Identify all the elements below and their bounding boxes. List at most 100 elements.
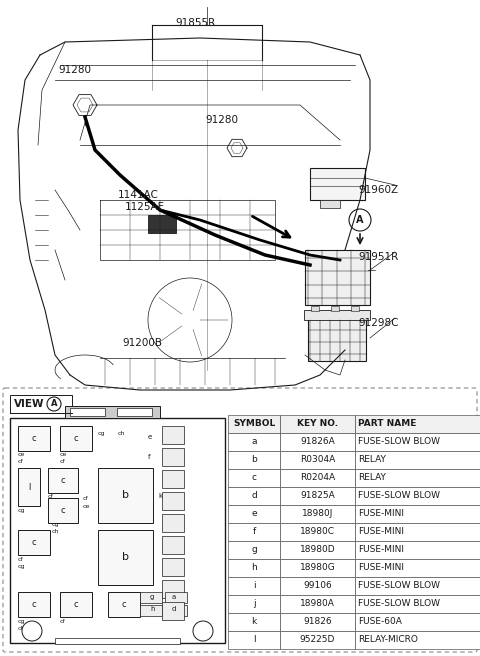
Bar — [228, 451, 280, 469]
Text: c: c — [32, 600, 36, 609]
Text: FUSE-SLOW BLOW: FUSE-SLOW BLOW — [358, 581, 440, 590]
Text: e: e — [251, 510, 257, 518]
Text: FUSE-SLOW BLOW: FUSE-SLOW BLOW — [358, 600, 440, 609]
Text: cf: cf — [60, 619, 66, 624]
Text: j: j — [252, 600, 255, 609]
Bar — [162, 448, 184, 466]
Bar — [280, 505, 355, 523]
Bar — [108, 592, 140, 617]
Bar — [355, 487, 480, 505]
Bar — [60, 592, 92, 617]
Bar — [162, 470, 184, 488]
Text: PART NAME: PART NAME — [358, 419, 416, 428]
Bar — [311, 306, 319, 311]
Bar — [18, 426, 50, 451]
Bar — [162, 558, 184, 576]
Text: g: g — [150, 594, 155, 600]
Bar — [228, 505, 280, 523]
Bar — [18, 592, 50, 617]
Bar — [228, 541, 280, 559]
Bar — [228, 469, 280, 487]
Text: FUSE-MINI: FUSE-MINI — [358, 510, 404, 518]
Bar — [48, 468, 78, 493]
Text: 95225D: 95225D — [300, 636, 335, 644]
Bar — [355, 451, 480, 469]
Text: l: l — [28, 483, 30, 491]
Text: 18980D: 18980D — [300, 546, 336, 554]
Text: KEY NO.: KEY NO. — [297, 419, 338, 428]
Text: cg: cg — [98, 431, 106, 436]
Text: e: e — [148, 434, 152, 440]
Bar — [355, 613, 480, 631]
Text: c: c — [122, 600, 126, 609]
Text: c: c — [32, 434, 36, 443]
Bar — [228, 595, 280, 613]
Text: RELAY: RELAY — [358, 474, 386, 483]
Text: l: l — [252, 636, 255, 644]
Text: 91298C: 91298C — [358, 318, 398, 328]
Bar — [280, 631, 355, 649]
Bar — [98, 530, 153, 585]
Bar — [355, 469, 480, 487]
Text: 91825A: 91825A — [300, 491, 335, 501]
Bar — [228, 631, 280, 649]
Text: 91826: 91826 — [303, 617, 332, 626]
Text: b: b — [122, 552, 129, 562]
Bar — [117, 408, 152, 416]
Text: c: c — [74, 434, 78, 443]
Text: 99106: 99106 — [303, 581, 332, 590]
Bar — [280, 577, 355, 595]
Bar — [280, 613, 355, 631]
Bar — [280, 559, 355, 577]
Bar — [331, 306, 339, 311]
Text: k: k — [158, 493, 162, 499]
Bar — [280, 415, 355, 433]
Text: ch: ch — [52, 529, 60, 534]
Text: 1141AC: 1141AC — [118, 190, 159, 200]
Text: cf: cf — [83, 496, 89, 501]
Text: a: a — [172, 594, 176, 600]
Bar — [228, 577, 280, 595]
Text: 18980G: 18980G — [300, 564, 336, 573]
Bar — [162, 426, 184, 444]
Bar — [55, 638, 180, 644]
Bar — [308, 316, 366, 361]
Bar — [280, 451, 355, 469]
Text: 91280: 91280 — [58, 65, 91, 75]
Text: h: h — [251, 564, 257, 573]
Bar — [228, 523, 280, 541]
Text: c: c — [74, 600, 78, 609]
Text: 91951R: 91951R — [358, 252, 398, 262]
Bar — [10, 418, 225, 643]
Text: 1125AE: 1125AE — [125, 202, 165, 212]
Bar — [18, 530, 50, 555]
Bar — [162, 492, 184, 510]
Bar — [355, 541, 480, 559]
Bar — [65, 406, 160, 418]
Text: c: c — [252, 474, 256, 483]
Bar — [228, 613, 280, 631]
Bar — [355, 415, 480, 433]
Text: b: b — [122, 491, 129, 501]
Bar — [320, 200, 340, 208]
Text: g: g — [251, 546, 257, 554]
Text: R0204A: R0204A — [300, 474, 335, 483]
Text: A: A — [356, 215, 364, 225]
Text: FUSE-60A: FUSE-60A — [358, 617, 402, 626]
Text: cg: cg — [52, 522, 60, 527]
Bar — [351, 306, 359, 311]
Text: cg: cg — [18, 564, 25, 569]
Text: 18980C: 18980C — [300, 527, 335, 537]
Bar — [280, 469, 355, 487]
Text: FUSE-MINI: FUSE-MINI — [358, 564, 404, 573]
Text: FUSE-SLOW BLOW: FUSE-SLOW BLOW — [358, 438, 440, 447]
Bar — [70, 408, 105, 416]
Text: cf: cf — [18, 459, 24, 464]
Text: 91960Z: 91960Z — [358, 185, 398, 195]
Bar — [355, 577, 480, 595]
Text: cf: cf — [18, 557, 24, 562]
Bar — [48, 498, 78, 523]
Text: k: k — [252, 617, 257, 626]
Text: 91826A: 91826A — [300, 438, 335, 447]
Bar — [148, 215, 176, 233]
